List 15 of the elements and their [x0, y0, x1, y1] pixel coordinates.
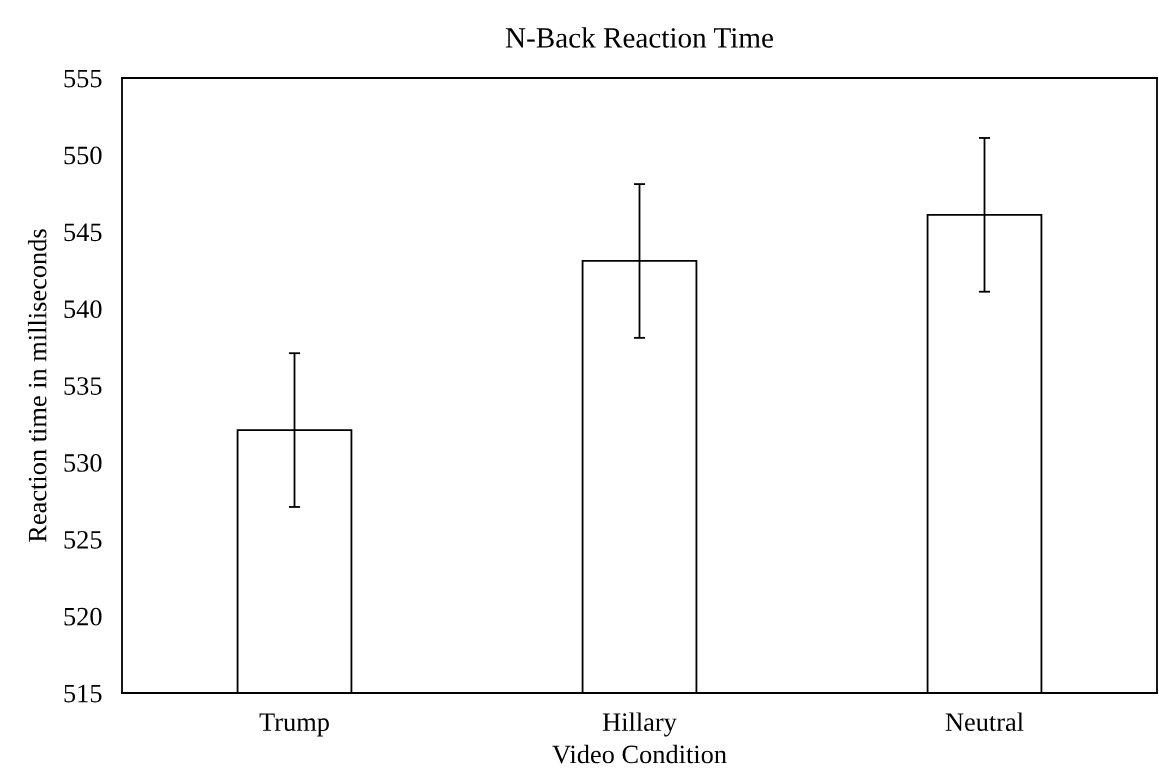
x-tick-label: Neutral — [945, 712, 1024, 732]
x-tick-label: Hillary — [602, 712, 677, 737]
y-tick-label: 550 — [64, 146, 102, 165]
y-tick-label: 515 — [64, 684, 102, 703]
y-tick-label: 540 — [64, 300, 102, 319]
x-axis-title: Video Condition — [552, 744, 727, 764]
y-tick-label: 535 — [64, 377, 102, 395]
y-axis-title: Reaction time in milliseconds — [27, 229, 47, 542]
y-tick-label: 520 — [64, 607, 102, 626]
y-tick-label: 525 — [64, 530, 102, 549]
chart-title: N-Back Reaction Time — [505, 27, 773, 48]
y-tick-label: 545 — [64, 223, 102, 242]
y-tick-label: 555 — [64, 69, 102, 88]
y-tick-label: 530 — [64, 453, 102, 472]
x-tick-label: Trump — [259, 713, 329, 737]
